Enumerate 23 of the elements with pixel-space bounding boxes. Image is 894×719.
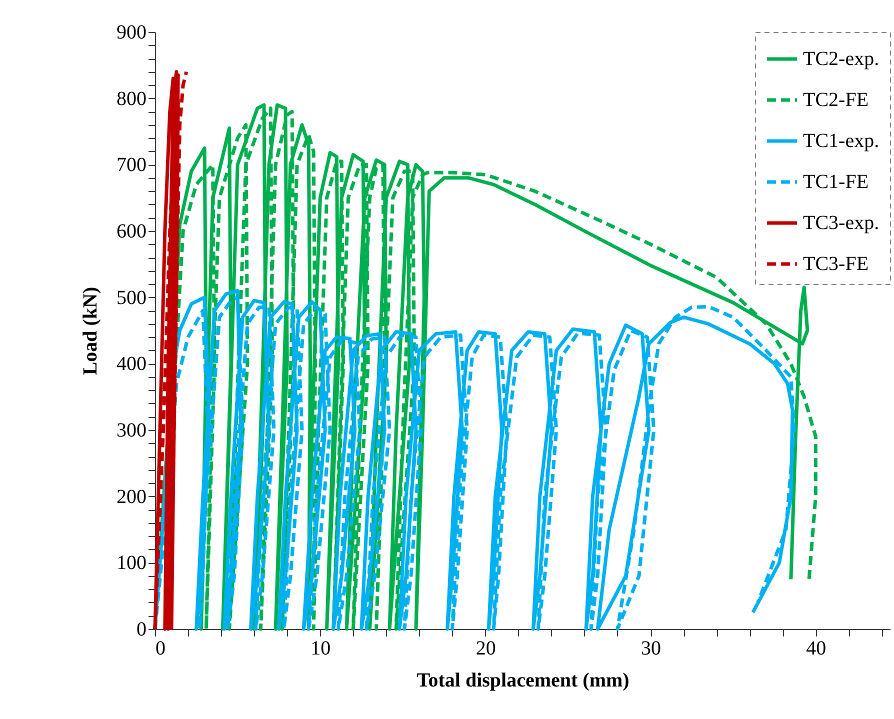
y-tick-label: 500 — [116, 286, 146, 309]
y-tick-label: 400 — [116, 353, 146, 376]
y-tick-label: 800 — [116, 88, 146, 110]
x-tick-label: 10 — [310, 638, 331, 660]
legend-label: TC3-FE — [803, 253, 869, 275]
y-tick-label: 300 — [116, 420, 146, 442]
x-tick-label: 40 — [806, 638, 826, 660]
y-tick-label: 600 — [116, 220, 146, 242]
x-tick-label: 30 — [641, 638, 662, 660]
legend-label: TC2-FE — [803, 89, 869, 111]
y-tick-label: 100 — [116, 552, 146, 574]
x-tick-label: 20 — [476, 638, 496, 660]
y-axis-title: Load (kN) — [80, 286, 102, 376]
legend-label: TC3-exp. — [803, 212, 880, 234]
legend-label: TC1-FE — [803, 171, 869, 193]
y-tick-label: 900 — [116, 22, 146, 44]
x-tick-label: 0 — [156, 638, 166, 660]
y-tick-label: 0 — [136, 618, 146, 640]
y-tick-label: 200 — [116, 486, 146, 508]
legend-label: TC1-exp. — [803, 130, 880, 152]
x-axis-title: Total displacement (mm) — [416, 670, 630, 692]
legend-label: TC2-exp. — [803, 48, 880, 70]
y-tick-label: 700 — [116, 154, 146, 176]
